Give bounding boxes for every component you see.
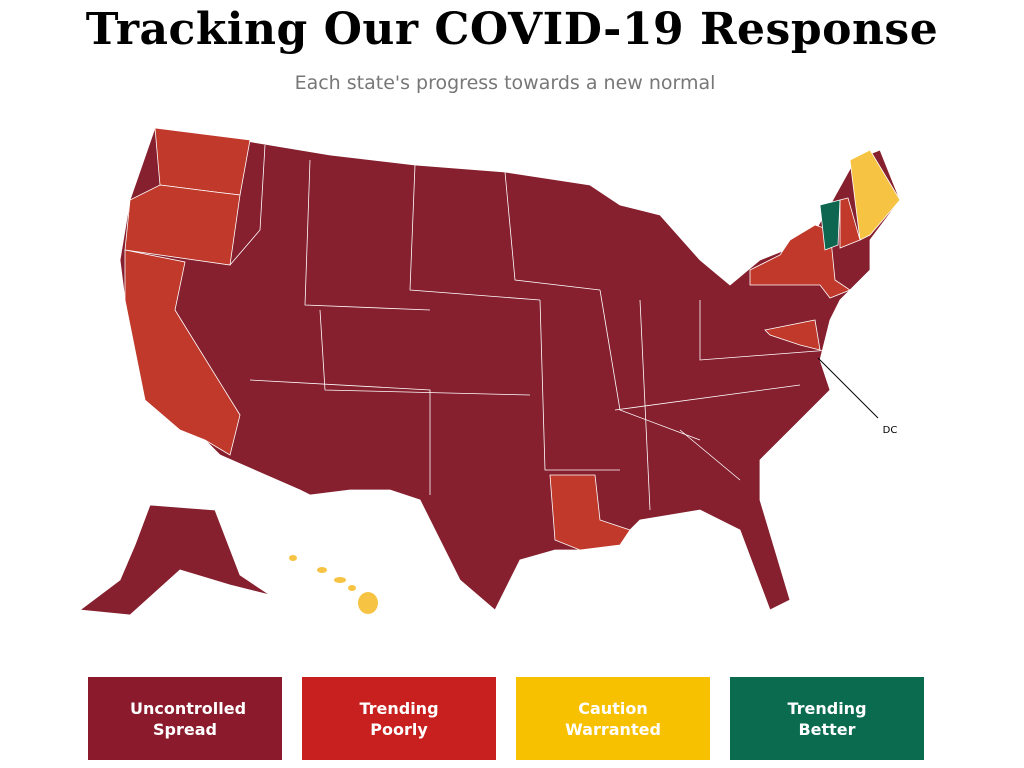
state-trending-poorly	[549, 474, 631, 551]
subtitle: Each state's progress towards a new norm…	[294, 72, 716, 94]
legend-label: Caution Warranted	[565, 698, 661, 739]
state-trending-poorly	[124, 184, 241, 266]
title: Tracking Our COVID-19 Response	[85, 4, 939, 55]
legend-label: Trending Poorly	[359, 698, 439, 739]
state-borders	[229, 144, 831, 511]
hawaii	[289, 555, 378, 614]
legend-item: Uncontrolled Spread	[88, 677, 282, 760]
state-uncontrolled	[78, 504, 271, 616]
dc-pointer	[817, 357, 879, 419]
legend-item: Caution Warranted	[516, 677, 710, 760]
state-caution	[849, 149, 901, 241]
dc-label: DC	[883, 425, 898, 436]
us-map: DC	[78, 127, 901, 616]
legend-label: Trending Better	[787, 698, 867, 739]
state-trending-poorly	[124, 249, 241, 456]
legend-item: Trending Poorly	[302, 677, 496, 760]
state-uncontrolled	[119, 127, 901, 611]
state-trending-poorly	[764, 319, 821, 351]
state-trending-better	[819, 199, 841, 251]
legend-label: Uncontrolled Spread	[130, 698, 247, 739]
legend-item: Trending Better	[730, 677, 924, 760]
state-trending-poorly	[154, 127, 251, 196]
